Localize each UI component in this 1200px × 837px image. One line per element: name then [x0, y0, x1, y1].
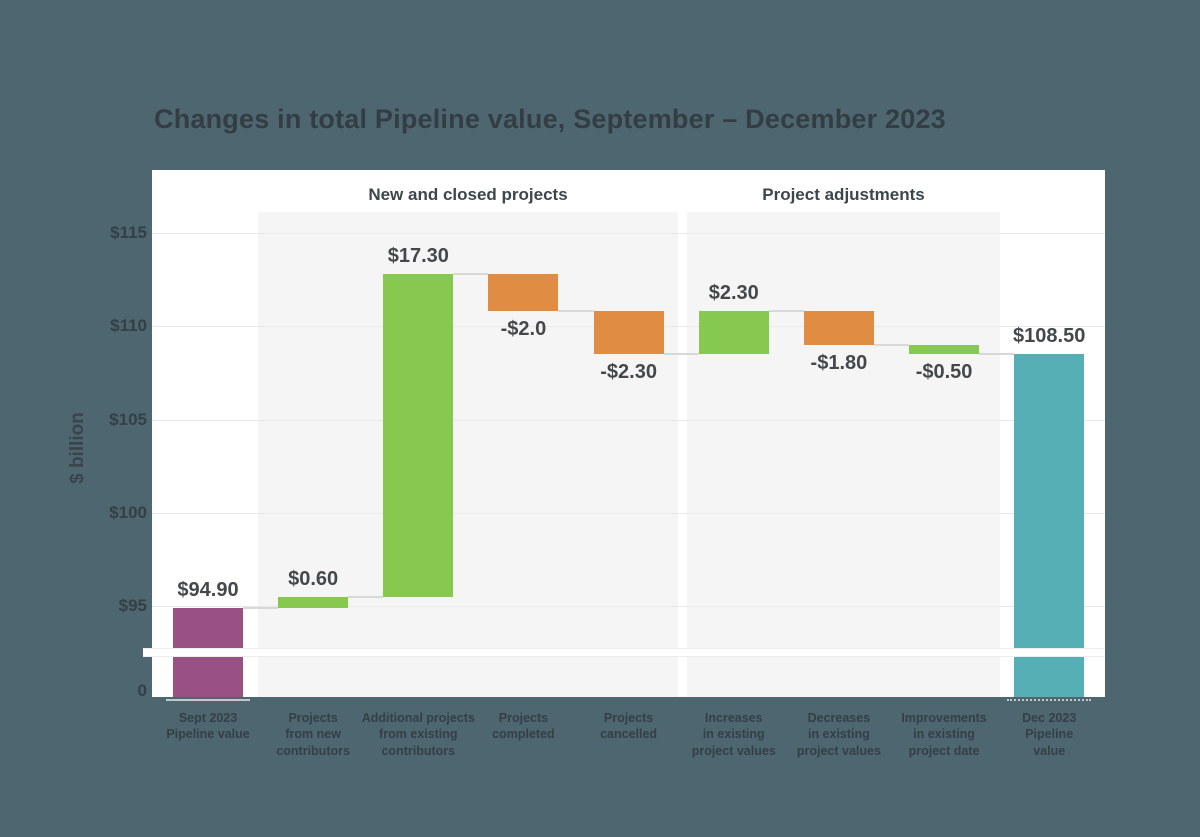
bar-3	[488, 274, 559, 312]
x-label-2: Additional projects from existing contri…	[361, 711, 475, 758]
bar-6	[803, 311, 874, 345]
connector-2	[453, 273, 489, 276]
plot-area: New and closed projects Project adjustme…	[152, 170, 1105, 697]
bar-8	[1014, 354, 1085, 697]
connector-1	[348, 595, 384, 598]
y-tick-3: $100	[109, 502, 147, 522]
x-label-4: Projects cancelled	[600, 711, 658, 742]
y-tick-4: $95	[118, 596, 147, 615]
group-header-adjustments: Project adjustments	[762, 185, 925, 204]
group-header-new-closed: New and closed projects	[368, 185, 568, 204]
bar-4	[593, 311, 664, 355]
connector-6	[873, 343, 910, 346]
chart-title: Changes in total Pipeline value, Septemb…	[154, 104, 946, 135]
value-label-3: -$2.0	[500, 318, 547, 341]
value-label-5: $2.30	[708, 282, 759, 305]
y-tick-1: $110	[110, 316, 147, 336]
gridline-0	[152, 233, 1105, 234]
x-label-0: Sept 2023 Pipeline value	[166, 711, 250, 742]
value-label-2: $17.30	[387, 245, 449, 268]
value-label-0: $94.90	[177, 578, 239, 601]
connector-3	[558, 310, 594, 313]
bar-5	[698, 311, 769, 355]
x-label-1: Projects from new contributors	[276, 711, 350, 758]
x-label-6: Decreases in existing project values	[796, 711, 881, 758]
value-label-4: -$2.30	[600, 361, 657, 384]
connector-5	[768, 310, 804, 313]
bar-7	[909, 344, 980, 355]
value-label-8: $108.50	[1013, 325, 1086, 348]
y-axis-title: $ billion	[67, 412, 88, 484]
x-label-7: Improvements in existing project date	[901, 711, 987, 758]
connector-4	[663, 353, 699, 356]
y-tick-5: 0	[137, 681, 147, 700]
connector-0	[243, 606, 279, 609]
x-label-3: Projects completed	[492, 711, 555, 742]
bar-2	[383, 274, 454, 597]
axis-break	[143, 648, 1105, 657]
group-panel-new-closed	[258, 212, 678, 697]
x-label-8: Dec 2023 Pipeline value	[1022, 711, 1077, 758]
connector-7	[979, 353, 1015, 356]
group-panel-adjustments	[687, 212, 1000, 697]
value-label-1: $0.60	[288, 567, 339, 590]
value-label-6: -$1.80	[810, 351, 868, 374]
gridline-2	[152, 419, 1105, 421]
x-label-5: Increases in existing project values	[691, 711, 776, 758]
value-label-7: -$0.50	[915, 361, 973, 384]
baseline-segment-0	[166, 699, 250, 701]
y-tick-0: $115	[110, 223, 147, 242]
gridline-3	[152, 512, 1105, 514]
gridline-4	[152, 606, 1105, 607]
baseline-segment-8	[1007, 699, 1092, 701]
bar-1	[278, 596, 349, 608]
y-tick-2: $105	[109, 409, 147, 429]
